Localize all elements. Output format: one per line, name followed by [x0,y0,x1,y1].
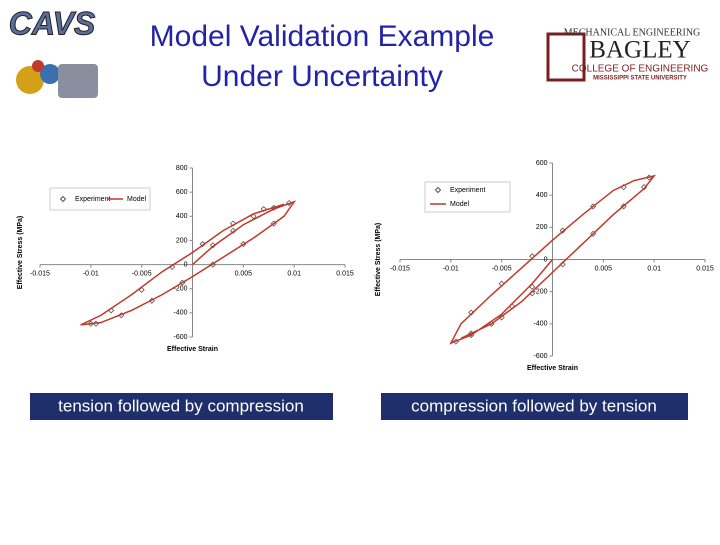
model-line [449,174,657,345]
x-tick-label: -0.005 [132,270,152,277]
y-tick-label: -600 [173,334,187,341]
x-tick-label: 0.01 [647,265,661,272]
x-tick-label: -0.01 [443,265,459,272]
x-tick-label: -0.015 [390,265,410,272]
logo-shape [546,32,586,82]
bagley-logo: MECHANICAL ENGINEERING BAGLEY COLLEGE OF… [546,27,709,82]
model-line [80,200,297,326]
y-tick-label: -600 [533,353,547,360]
logo-text: MISSISSIPPI STATE UNIVERSITY [593,76,687,82]
y-tick-label: 200 [536,224,548,231]
x-tick-label: -0.005 [492,265,512,272]
cavs-logo: CAVS [8,5,98,98]
legend-label: Experiment [450,187,485,194]
logo-shape [16,66,44,94]
y-tick-label: -200 [173,286,187,293]
y-tick-label: 200 [176,237,188,244]
legend-label: Model [450,201,470,208]
title-line: Under Uncertainty [201,60,443,93]
legend-label: Model [127,196,147,203]
caption-box [381,393,688,420]
data-point [230,220,237,227]
legend-box [49,187,151,211]
caption: tension followed by compression [58,396,304,415]
y-tick-label: 800 [176,165,188,172]
data-point [260,205,267,213]
logo-text: COLLEGE OF ENGINEERING [572,64,709,75]
cavs-text: CAVS [9,5,96,41]
y-tick-label: 600 [536,160,548,167]
y-tick-label: 0 [184,261,188,268]
caption-box [30,393,333,420]
title-line: Model Validation Example [150,20,495,53]
x-tick-label: -0.01 [83,270,99,277]
y-tick-label: 400 [536,192,548,199]
y-tick-label: 0 [544,256,548,263]
x-axis-label: Effective Strain [527,365,578,372]
x-axis-label: Effective Strain [167,346,218,353]
logo-shape [58,64,98,98]
y-tick-label: -400 [533,321,547,328]
y-axis-label: Effective Stress (MPa) [17,216,24,290]
y-tick-label: -200 [533,289,547,296]
y-tick-label: 400 [176,213,188,220]
caption: compression followed by tension [411,396,657,415]
x-tick-label: 0.01 [287,270,301,277]
legend-marker [434,186,442,194]
x-tick-label: 0.005 [235,270,253,277]
data-point [620,203,627,210]
logo-shape [40,64,60,84]
y-tick-label: 600 [176,189,188,196]
legend-box [424,181,511,213]
data-point [286,199,293,207]
legend-marker [59,195,67,203]
logo-text: MECHANICAL ENGINEERING [564,27,701,38]
logo-shape [32,60,44,72]
logo-text: BAGLEY [589,37,690,64]
y-tick-label: -400 [173,310,187,317]
y-axis-label: Effective Stress (MPa) [375,223,382,297]
x-tick-label: 0.005 [595,265,613,272]
x-tick-label: 0.015 [336,270,354,277]
data-point [209,261,216,268]
data-point [498,314,505,321]
x-tick-label: -0.015 [30,270,50,277]
legend-label: Experiment [75,196,110,203]
x-tick-label: 0.015 [696,265,714,272]
